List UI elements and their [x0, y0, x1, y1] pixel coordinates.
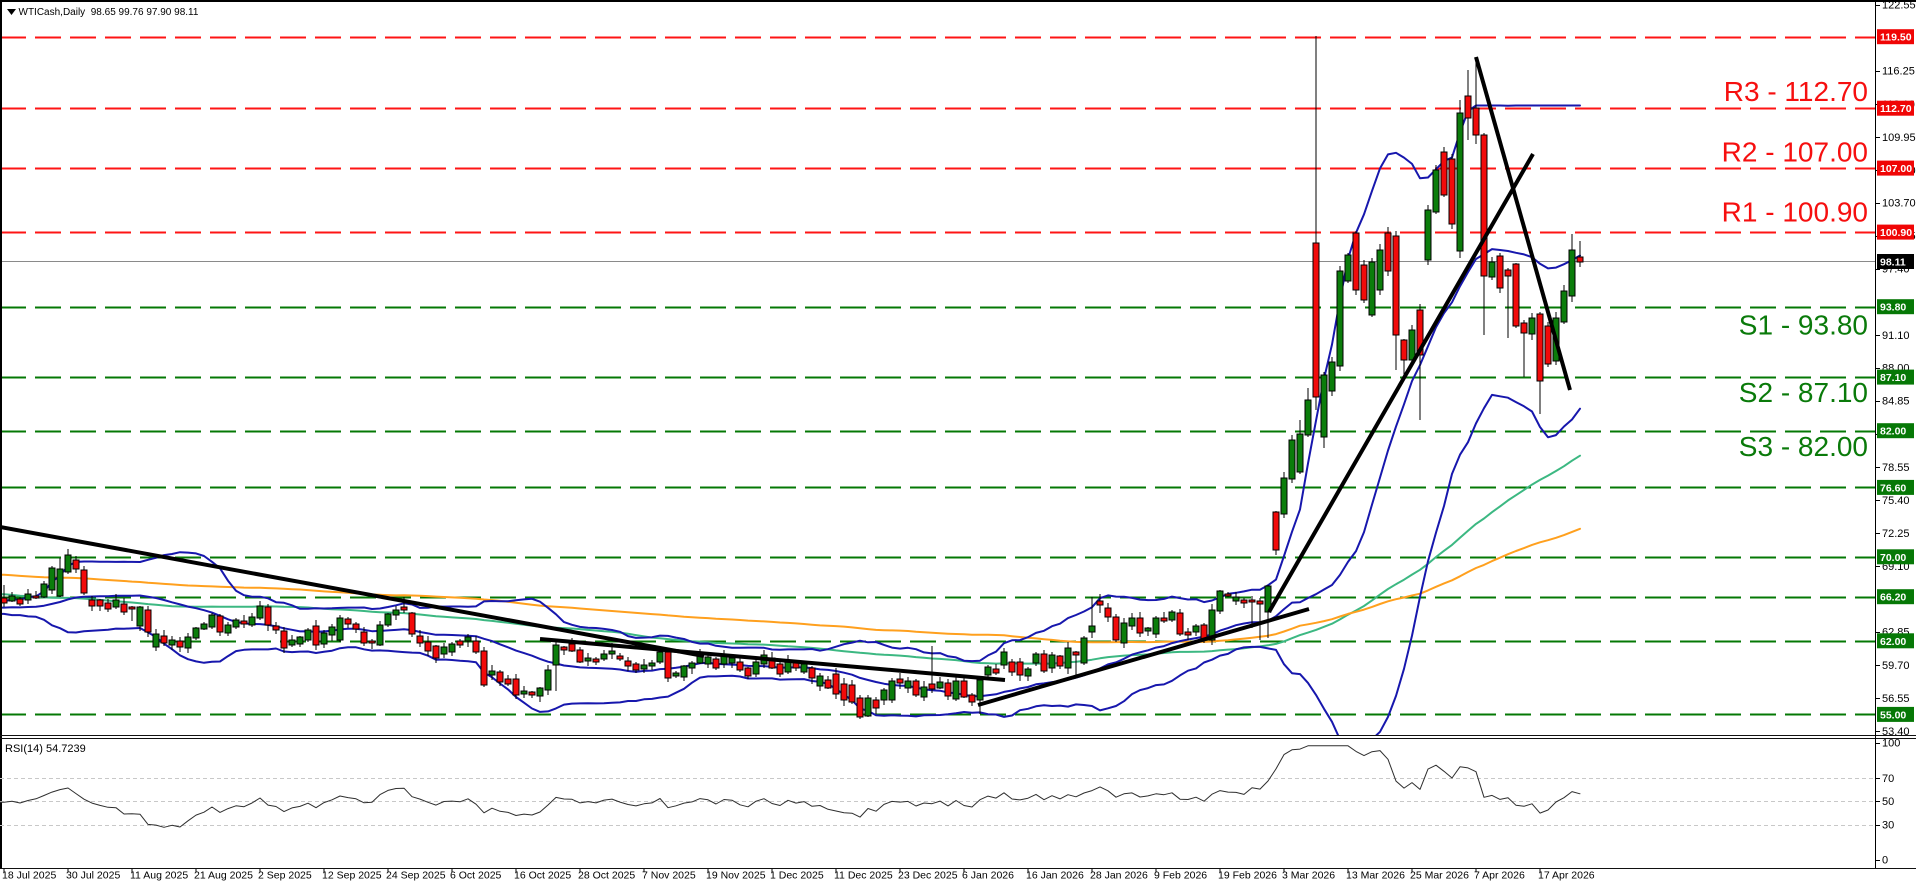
svg-text:98.11: 98.11: [1880, 257, 1906, 269]
svg-text:70: 70: [1882, 773, 1894, 785]
svg-text:6 Oct 2025: 6 Oct 2025: [450, 870, 502, 882]
svg-text:11 Dec 2025: 11 Dec 2025: [834, 870, 893, 882]
svg-text:9 Feb 2026: 9 Feb 2026: [1154, 870, 1207, 882]
svg-text:13 Mar 2026: 13 Mar 2026: [1346, 870, 1405, 882]
svg-text:28 Jan 2026: 28 Jan 2026: [1090, 870, 1148, 882]
svg-text:84.85: 84.85: [1882, 396, 1910, 408]
svg-text:RSI(14) 54.7239: RSI(14) 54.7239: [5, 743, 86, 755]
svg-text:116.25: 116.25: [1882, 66, 1915, 78]
svg-text:1 Dec 2025: 1 Dec 2025: [770, 870, 824, 882]
svg-text:R1 - 100.90: R1 - 100.90: [1722, 197, 1868, 228]
svg-text:55.00: 55.00: [1880, 709, 1906, 721]
svg-text:112.70: 112.70: [1880, 103, 1912, 115]
svg-text:72.25: 72.25: [1882, 528, 1910, 540]
svg-text:23 Dec 2025: 23 Dec 2025: [898, 870, 958, 882]
svg-text:66.20: 66.20: [1880, 592, 1906, 604]
svg-text:59.70: 59.70: [1882, 660, 1910, 672]
svg-text:3 Mar 2026: 3 Mar 2026: [1282, 870, 1335, 882]
svg-text:16 Jan 2026: 16 Jan 2026: [1026, 870, 1084, 882]
svg-text:WTICash,Daily 98.65 99.76 97.: WTICash,Daily 98.65 99.76 97.90 98.11: [19, 7, 199, 18]
svg-text:122.55: 122.55: [1882, 0, 1916, 12]
svg-text:0: 0: [1882, 855, 1888, 867]
svg-text:19 Feb 2026: 19 Feb 2026: [1218, 870, 1277, 882]
svg-text:21 Aug 2025: 21 Aug 2025: [194, 870, 253, 882]
svg-text:18 Jul 2025: 18 Jul 2025: [2, 870, 56, 882]
svg-text:R2 - 107.00: R2 - 107.00: [1722, 137, 1868, 168]
svg-text:107.00: 107.00: [1880, 163, 1912, 175]
svg-text:S2 - 87.10: S2 - 87.10: [1739, 377, 1868, 408]
svg-text:S1 - 93.80: S1 - 93.80: [1739, 310, 1868, 341]
svg-text:109.95: 109.95: [1882, 132, 1916, 144]
svg-text:103.70: 103.70: [1882, 198, 1916, 210]
svg-text:25 Mar 2026: 25 Mar 2026: [1410, 870, 1469, 882]
svg-text:S3 - 82.00: S3 - 82.00: [1739, 431, 1868, 462]
svg-text:56.55: 56.55: [1882, 693, 1910, 705]
svg-text:70.00: 70.00: [1880, 552, 1906, 564]
svg-text:16 Oct 2025: 16 Oct 2025: [514, 870, 571, 882]
svg-text:100: 100: [1882, 738, 1900, 750]
svg-text:19 Nov 2025: 19 Nov 2025: [706, 870, 766, 882]
svg-text:R3 - 112.70: R3 - 112.70: [1724, 76, 1868, 107]
svg-text:7 Nov 2025: 7 Nov 2025: [642, 870, 696, 882]
svg-text:12 Sep 2025: 12 Sep 2025: [322, 870, 382, 882]
svg-text:75.40: 75.40: [1882, 495, 1910, 507]
svg-text:100.90: 100.90: [1880, 227, 1912, 239]
svg-text:82.00: 82.00: [1880, 426, 1906, 438]
svg-text:87.10: 87.10: [1880, 372, 1906, 384]
svg-text:53.40: 53.40: [1882, 726, 1910, 738]
svg-text:17 Apr 2026: 17 Apr 2026: [1538, 870, 1595, 882]
svg-text:2 Sep 2025: 2 Sep 2025: [258, 870, 312, 882]
svg-text:28 Oct 2025: 28 Oct 2025: [578, 870, 635, 882]
svg-text:11 Aug 2025: 11 Aug 2025: [130, 870, 188, 882]
svg-text:6 Jan 2026: 6 Jan 2026: [962, 870, 1014, 882]
svg-text:119.50: 119.50: [1880, 32, 1912, 44]
svg-text:76.60: 76.60: [1880, 482, 1906, 494]
svg-text:30: 30: [1882, 820, 1894, 832]
svg-text:24 Sep 2025: 24 Sep 2025: [386, 870, 446, 882]
svg-text:7 Apr 2026: 7 Apr 2026: [1474, 870, 1525, 882]
svg-text:30 Jul 2025: 30 Jul 2025: [66, 870, 120, 882]
svg-text:93.80: 93.80: [1880, 302, 1906, 314]
svg-text:50: 50: [1882, 796, 1894, 808]
svg-text:78.55: 78.55: [1882, 462, 1910, 474]
svg-text:91.10: 91.10: [1882, 330, 1910, 342]
svg-text:62.00: 62.00: [1880, 636, 1906, 648]
